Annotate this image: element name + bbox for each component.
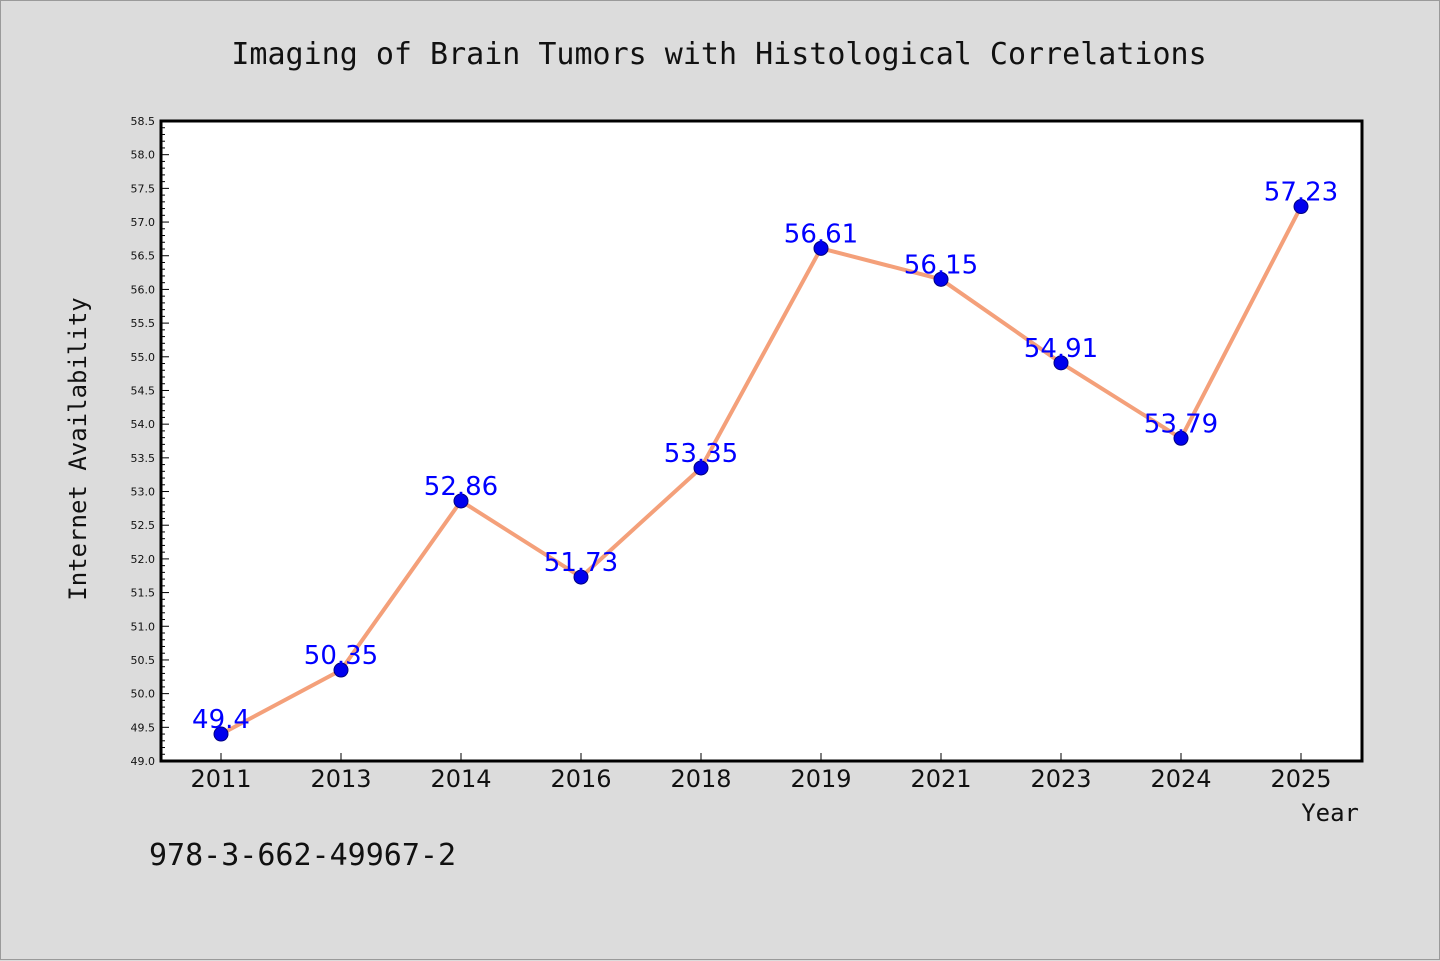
data-point-marker (1173, 430, 1189, 446)
y-tick-label: 55.0 (131, 351, 156, 364)
series-line-group (219, 204, 1303, 737)
y-tick-label: 52.0 (131, 553, 156, 566)
x-tick-label: 2013 (310, 765, 371, 793)
data-point-marker (453, 493, 469, 509)
x-axis-label: Year (1301, 799, 1359, 827)
y-tick-label: 57.0 (131, 216, 156, 229)
y-tick-label: 58.5 (131, 115, 156, 128)
data-label: 52.86 (424, 472, 498, 502)
data-label: 49.4 (192, 705, 250, 735)
x-tick-label: 2014 (430, 765, 491, 793)
data-point-marker (333, 662, 349, 678)
y-tick-label: 49.0 (131, 755, 156, 768)
y-tick-label: 58.0 (131, 149, 156, 162)
x-tick-label: 2019 (790, 765, 851, 793)
y-axis-label: Internet Availability (64, 297, 92, 600)
data-label: 53.35 (664, 439, 738, 469)
y-tick-label: 55.5 (131, 317, 156, 330)
data-point-marker (693, 460, 709, 476)
data-labels: 49.4 50.35 52.86 51.73 53.35 56.61 56.15 54.91 5… (192, 178, 1338, 735)
data-label: 51.73 (544, 548, 618, 578)
plot-area (159, 119, 1364, 763)
y-tick-label: 54.0 (131, 418, 156, 431)
y-tick-label: 57.5 (131, 182, 156, 195)
data-point-marker (573, 569, 589, 585)
data-label: 50.35 (304, 641, 378, 671)
x-tick-label: 2021 (910, 765, 971, 793)
data-markers (213, 199, 1309, 742)
data-point-marker (213, 726, 229, 742)
x-axis: 2011 2013 2014 2016 2018 2019 2021 2023 2024 2025 (190, 753, 1332, 793)
y-tick-label: 54.5 (131, 384, 156, 397)
y-tick-label: 50.0 (131, 688, 156, 701)
series-line (219, 204, 1303, 737)
data-point-marker (933, 271, 949, 287)
data-label: 56.15 (904, 250, 978, 280)
x-tick-label: 2024 (1150, 765, 1211, 793)
y-tick-label: 51.5 (131, 587, 156, 600)
y-tick-label: 56.5 (131, 250, 156, 263)
data-label: 54.91 (1024, 334, 1098, 364)
y-tick-label: 51.0 (131, 620, 156, 633)
y-axis: 49.0 49.5 50.0 50.5 51.0 51.5 52.0 52.5 53.0 53.5… (131, 115, 169, 768)
y-tick-label: 52.5 (131, 519, 156, 532)
y-tick-label: 53.5 (131, 452, 156, 465)
y-tick-label: 53.0 (131, 486, 156, 499)
data-label: 57.23 (1264, 178, 1338, 208)
x-tick-label: 2018 (670, 765, 731, 793)
data-label: 56.61 (784, 219, 858, 249)
y-tick-label: 50.5 (131, 654, 156, 667)
y-tick-label: 56.0 (131, 283, 156, 296)
data-point-marker (1053, 355, 1069, 371)
data-label: 53.79 (1144, 409, 1218, 439)
data-point-marker (1293, 199, 1309, 215)
chart-title: Imaging of Brain Tumors with Histologica… (231, 37, 1206, 72)
x-tick-label: 2011 (190, 765, 251, 793)
data-point-marker (813, 240, 829, 256)
x-tick-label: 2023 (1030, 765, 1091, 793)
y-tick-label: 49.5 (131, 721, 156, 734)
x-tick-label: 2025 (1270, 765, 1331, 793)
x-tick-label: 2016 (550, 765, 611, 793)
isbn-footnote: 978-3-662-49967-2 (149, 838, 456, 873)
